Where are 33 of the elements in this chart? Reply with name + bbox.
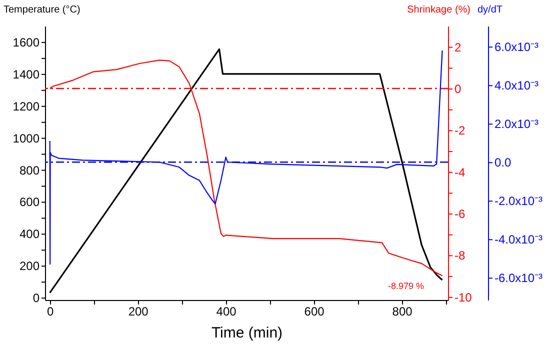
y3-axis-title: dy/dT <box>478 4 503 16</box>
y-tick-label: 1000 <box>12 131 40 146</box>
y3-tick-label: -4.0x10⁻³ <box>494 232 543 247</box>
y-axis-title: Temperature (°C) <box>4 4 80 16</box>
y2-tick-label: -8 <box>454 248 466 263</box>
y2-tick-label: -2 <box>454 124 466 138</box>
y3-tick-label: -2.0x10⁻³ <box>494 194 543 208</box>
y2-tick-label: 2 <box>454 40 462 54</box>
y-tick-label: 200 <box>19 259 40 274</box>
y-tick-label: 800 <box>19 163 40 178</box>
y3-tick-label: 2.0x10⁻³ <box>494 117 539 132</box>
x-axis-title: Time (min) <box>211 324 283 342</box>
y2-axis-title: Shrinkage (%) <box>407 4 470 16</box>
y-tick-label: 1400 <box>12 67 40 82</box>
x-tick-label: 0 <box>46 304 54 318</box>
y2-tick-label: 0 <box>454 82 462 96</box>
y3-tick-label: 0.0 <box>494 156 512 170</box>
y-tick-label: 600 <box>19 195 40 210</box>
y3-tick-label: 4.0x10⁻³ <box>494 78 539 93</box>
y-tick-label: 0 <box>32 291 40 306</box>
y3-tick-label: 6.0x10⁻³ <box>494 40 539 54</box>
annotation: -8.979 % <box>388 281 424 291</box>
y3-tick-label: -6.0x10⁻³ <box>494 271 543 286</box>
y2-tick-label: -10 <box>454 290 472 304</box>
x-tick-label: 800 <box>392 304 413 318</box>
x-tick-label: 400 <box>216 304 237 318</box>
y2-tick-label: -4 <box>454 165 466 180</box>
x-tick-label: 600 <box>304 304 325 318</box>
y2-tick-label: -6 <box>454 207 466 222</box>
y-tick-label: 400 <box>19 227 40 242</box>
x-tick-label: 200 <box>128 304 149 318</box>
y-tick-label: 1600 <box>12 35 40 50</box>
y-tick-label: 1200 <box>12 99 40 114</box>
